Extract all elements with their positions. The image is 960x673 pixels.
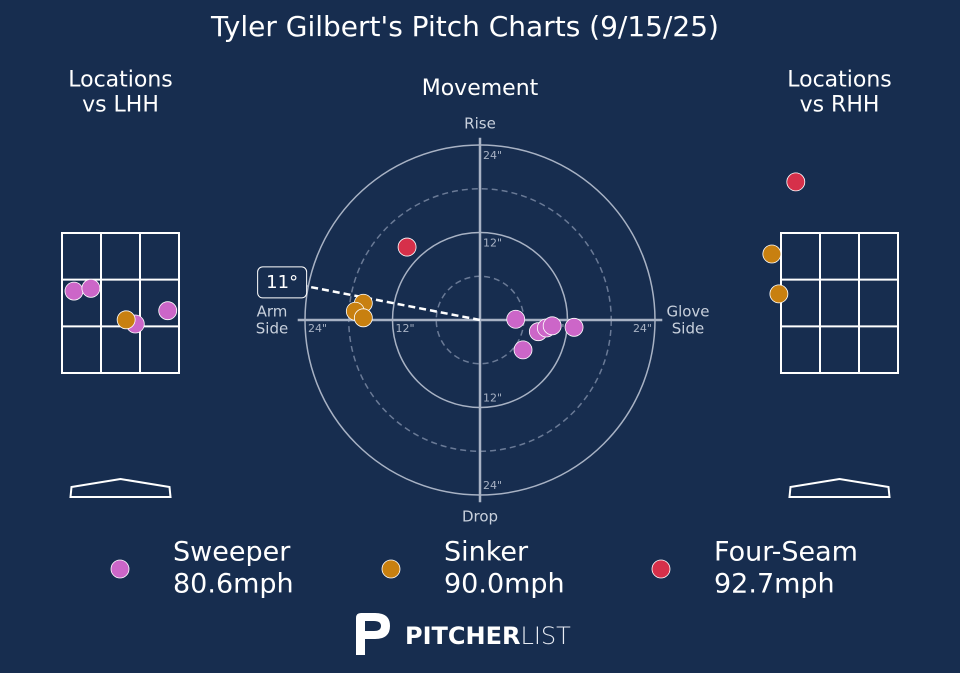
logo-text: PITCHERLIST — [405, 622, 571, 650]
logo-bold: PITCHER — [405, 622, 520, 650]
ring-label: 12" — [483, 237, 502, 250]
pitch-point — [64, 281, 84, 301]
pitch-point — [786, 172, 806, 192]
pitch-point — [762, 244, 782, 264]
logo-icon — [356, 613, 390, 655]
text-line: Side — [672, 319, 704, 337]
pitch-point — [158, 301, 178, 321]
axis-label: Glove Side — [666, 302, 709, 337]
arm-angle-line — [304, 284, 481, 322]
pitch-point — [506, 309, 526, 329]
logo: PITCHERLIST — [356, 613, 571, 655]
legend-velocity: 80.6mph — [173, 569, 294, 600]
text-line: vs RHH — [800, 93, 880, 118]
panel-title: Locations vs RHH — [787, 67, 892, 117]
ring-label: 12" — [483, 392, 502, 405]
text-line: Side — [256, 319, 288, 337]
pitch-point — [81, 278, 101, 298]
pitch-point — [769, 284, 789, 304]
text-line: Locations — [68, 67, 173, 92]
legend-name: Four-Seam — [714, 537, 858, 568]
legend-velocity: 90.0mph — [444, 569, 565, 600]
arm-angle-label: 11° — [266, 272, 298, 293]
pitch-point — [353, 308, 373, 328]
home-plate — [69, 477, 172, 498]
text-line: Arm — [257, 302, 288, 320]
legend-marker — [110, 559, 130, 579]
legend-marker — [651, 559, 671, 579]
panel-title: Movement — [422, 76, 539, 101]
text-line: vs LHH — [82, 93, 159, 118]
legend-velocity: 92.7mph — [714, 569, 835, 600]
legend-name: Sinker — [444, 537, 529, 568]
arm-angle-box — [257, 266, 308, 299]
pitch-point — [513, 340, 533, 360]
legend-marker — [381, 559, 401, 579]
pitch-point — [116, 310, 136, 330]
logo-light: LIST — [520, 622, 571, 650]
legend-name: Sweeper — [173, 537, 291, 568]
pitch-point — [542, 316, 562, 336]
ring-label: 24" — [483, 479, 502, 492]
pitch-point — [397, 237, 417, 257]
strike-zone — [61, 232, 180, 374]
ring-label: 24" — [633, 322, 652, 335]
axis-label: Arm Side — [256, 302, 288, 337]
text-line: Locations — [787, 67, 892, 92]
panel-title: Locations vs LHH — [68, 67, 173, 117]
pitch-point — [564, 317, 584, 337]
page-title: Tyler Gilbert's Pitch Charts (9/15/25) — [210, 10, 719, 43]
ring-label: 12" — [396, 322, 415, 335]
ring-label: 24" — [308, 322, 327, 335]
text-line: Glove — [666, 302, 709, 320]
home-plate — [788, 477, 891, 498]
axis-label: Drop — [462, 508, 498, 526]
axis-label: Rise — [464, 115, 496, 133]
ring-label: 24" — [483, 149, 502, 162]
